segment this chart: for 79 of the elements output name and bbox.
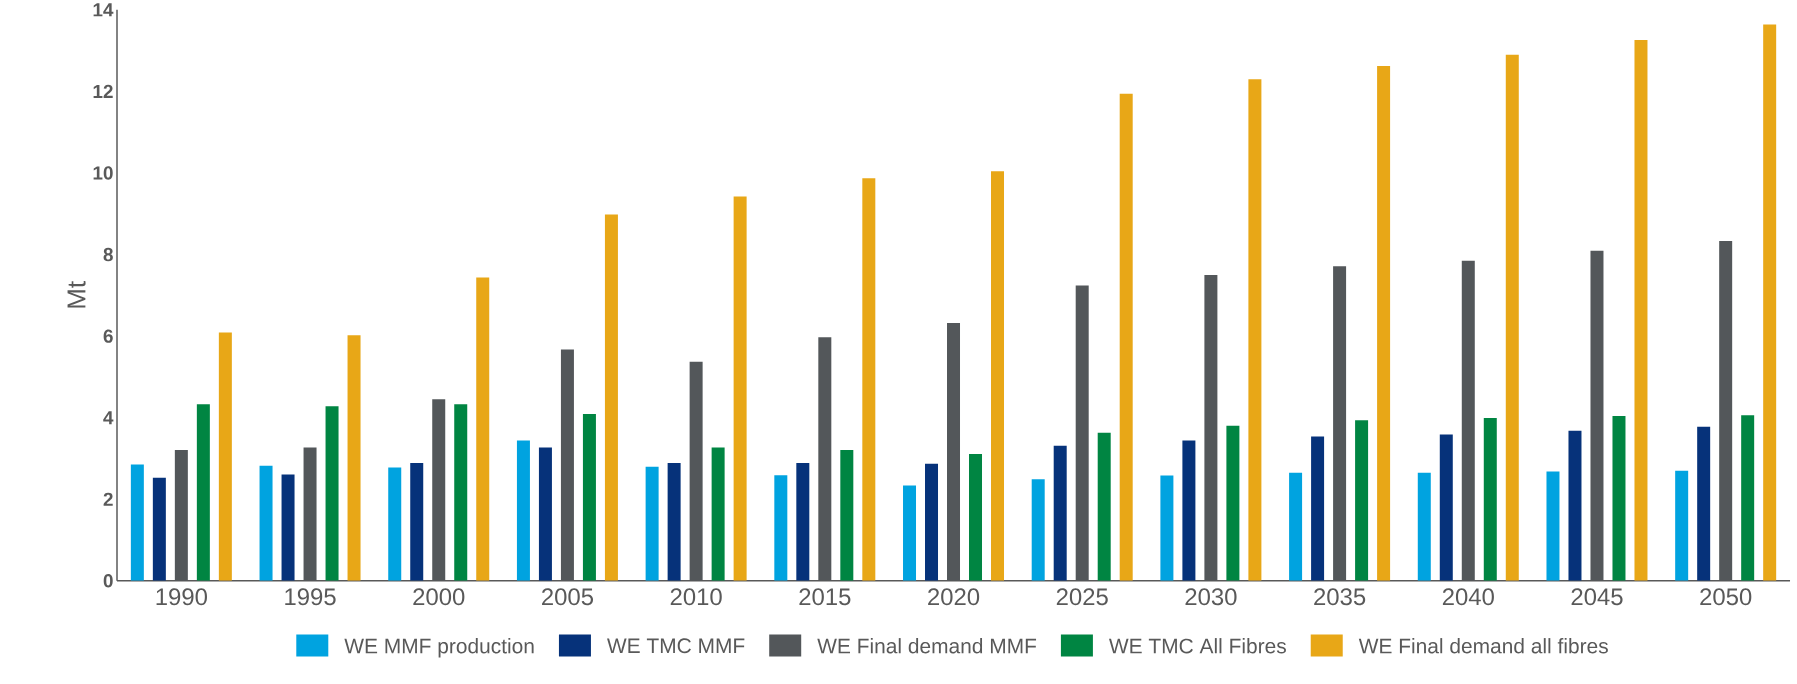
bar — [862, 178, 876, 581]
y-tick-label: 6 — [103, 329, 113, 343]
bar — [1763, 24, 1777, 581]
bar — [582, 414, 596, 581]
bar — [1634, 40, 1648, 581]
y-tick-label: 8 — [103, 247, 113, 262]
x-tick-label: 2005 — [542, 588, 594, 606]
x-tick-label: 2020 — [928, 588, 980, 606]
y-tick-label: 2 — [103, 492, 113, 506]
bar — [1097, 432, 1111, 581]
bar — [281, 474, 295, 581]
bar — [325, 406, 339, 581]
bar — [1182, 440, 1196, 581]
x-tick-label: 2045 — [1571, 588, 1623, 606]
bar — [454, 404, 468, 581]
bar — [1377, 66, 1391, 581]
bar — [476, 277, 490, 581]
bar — [1439, 434, 1453, 581]
bar — [733, 196, 747, 581]
bar — [796, 463, 810, 581]
bar — [925, 463, 939, 581]
legend-label: WE Final demand all fibres — [1358, 638, 1608, 654]
bar — [347, 335, 361, 581]
x-tick-label: 2035 — [1314, 588, 1366, 606]
bar — [516, 440, 530, 581]
y-tick-label: 10 — [93, 166, 113, 180]
legend-label: WE TMC MMF — [607, 638, 745, 654]
bar — [667, 463, 681, 581]
y-tick-label: 12 — [93, 84, 113, 99]
x-tick-label: 2040 — [1442, 588, 1494, 606]
y-tick-label: 14 — [93, 3, 114, 17]
bar — [711, 447, 725, 581]
bar — [903, 485, 917, 581]
x-tick-label: 1995 — [285, 588, 336, 606]
x-tick-label: 2010 — [670, 588, 722, 606]
bar — [1483, 418, 1497, 581]
bar — [774, 475, 788, 581]
x-tick-label: 2025 — [1056, 588, 1108, 606]
x-tick-label: 2000 — [413, 588, 465, 606]
y-axis-title: Mt — [67, 281, 86, 308]
bar — [1053, 445, 1067, 581]
bar — [1248, 79, 1262, 581]
legend-label: WE TMC All Fibres — [1109, 638, 1286, 654]
bar — [1160, 475, 1174, 581]
bar — [218, 332, 232, 581]
bar — [1311, 436, 1325, 581]
bar — [1546, 471, 1560, 581]
x-tick-label: 2050 — [1700, 588, 1752, 606]
y-tick-label: 4 — [103, 411, 114, 425]
y-tick-label: 0 — [103, 574, 113, 588]
bar — [1226, 425, 1240, 581]
bar — [1417, 472, 1431, 581]
bar — [1675, 470, 1689, 581]
x-tick-label: 2015 — [799, 588, 851, 606]
bar — [1119, 93, 1133, 581]
bar — [130, 464, 144, 581]
bar — [991, 171, 1005, 581]
bar — [259, 465, 273, 581]
bar — [538, 447, 552, 581]
bar — [604, 214, 618, 581]
bar — [1612, 416, 1626, 581]
bar — [969, 454, 983, 581]
bar — [388, 467, 402, 581]
bar — [1741, 415, 1755, 581]
bar — [1697, 426, 1711, 581]
x-tick-label: 2030 — [1185, 588, 1237, 606]
legend-label: WE MMF production — [344, 638, 534, 658]
bar — [410, 463, 424, 581]
bar — [840, 449, 854, 581]
bar — [1505, 54, 1519, 581]
bar — [196, 404, 210, 581]
legend-label: WE Final demand MMF — [817, 638, 1037, 654]
x-tick-label: 1990 — [156, 588, 207, 606]
bar — [1289, 472, 1303, 581]
bar — [645, 466, 659, 581]
bar — [1031, 479, 1045, 581]
bar — [1355, 420, 1369, 581]
bar — [152, 477, 166, 581]
bar — [1568, 430, 1582, 581]
